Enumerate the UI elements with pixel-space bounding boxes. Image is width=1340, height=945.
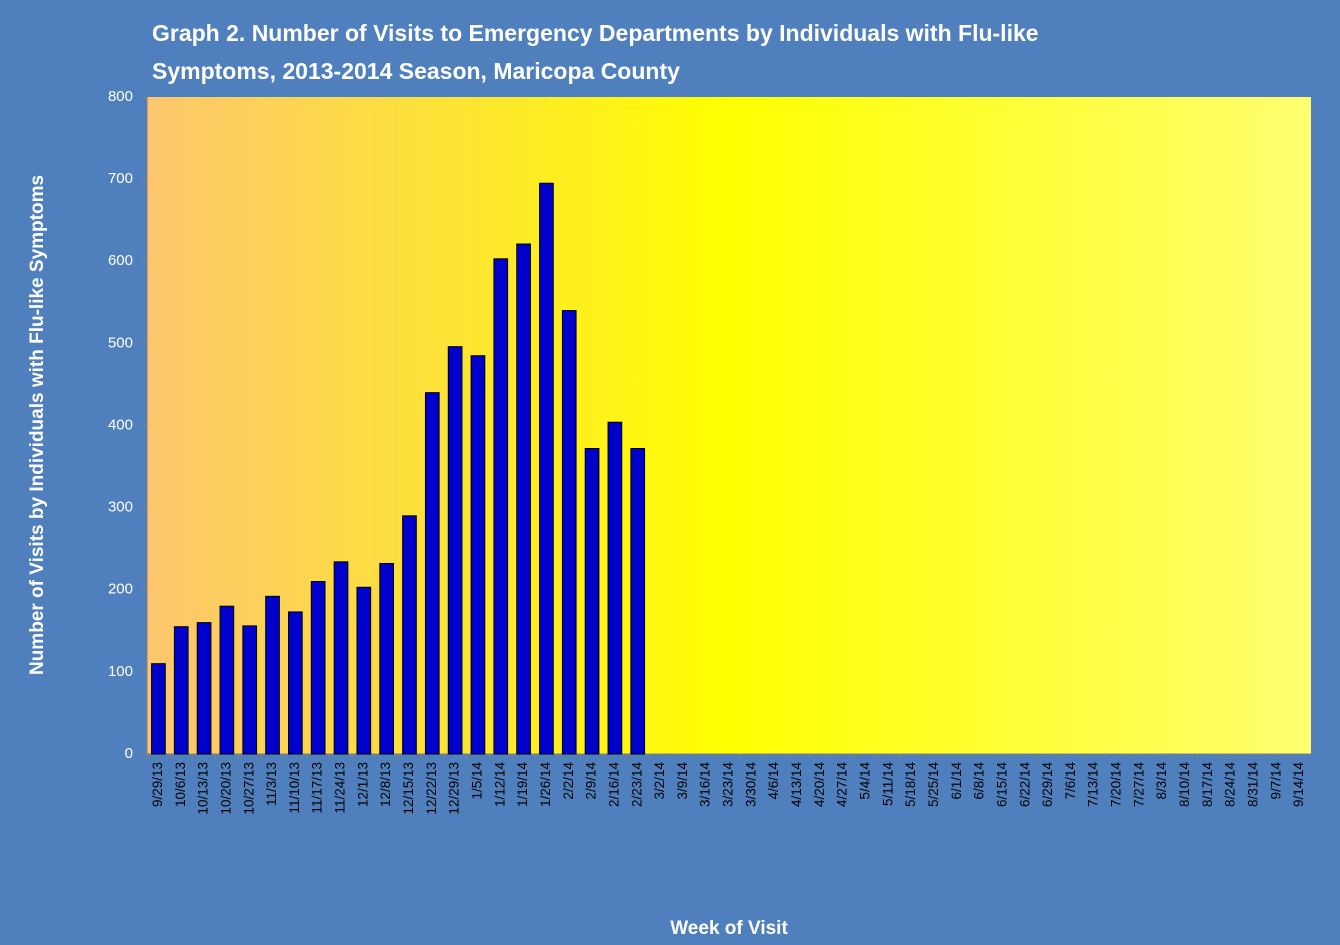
x-tick-label: 3/30/14	[743, 762, 758, 808]
x-tick-label: 4/6/14	[766, 762, 781, 800]
bar	[493, 258, 509, 755]
chart-title: Symptoms, 2013-2014 Season, Maricopa Cou…	[152, 58, 680, 84]
x-tick-label: 12/1/13	[355, 762, 370, 807]
y-tick-label: 600	[108, 252, 133, 269]
chart-title: Graph 2. Number of Visits to Emergency D…	[152, 20, 1039, 46]
bar	[242, 625, 258, 755]
x-tick-label: 6/22/14	[1017, 762, 1032, 808]
x-tick-label: 7/13/14	[1086, 762, 1101, 808]
x-tick-label: 3/16/14	[698, 762, 713, 808]
x-tick-label: 1/12/14	[492, 762, 507, 808]
y-tick-label: 300	[108, 499, 133, 516]
x-tick-label: 7/20/14	[1109, 762, 1124, 808]
bar	[607, 421, 623, 755]
y-tick-label: 400	[108, 416, 133, 433]
x-tick-label: 9/29/13	[150, 762, 165, 807]
y-tick-label: 800	[108, 88, 133, 105]
bar	[333, 561, 349, 755]
bar	[424, 392, 440, 755]
x-tick-label: 5/25/14	[926, 762, 941, 808]
bar	[516, 243, 531, 755]
x-tick-label: 12/15/13	[401, 762, 416, 815]
x-tick-label: 4/20/14	[812, 762, 827, 808]
x-tick-label: 2/16/14	[606, 762, 621, 808]
x-tick-label: 9/14/14	[1291, 762, 1306, 808]
x-tick-label: 8/3/14	[1154, 762, 1169, 800]
x-tick-label: 12/29/13	[447, 762, 462, 815]
x-tick-label: 8/31/14	[1246, 762, 1261, 808]
x-tick-label: 1/19/14	[515, 762, 530, 808]
x-tick-label: 1/5/14	[470, 762, 485, 800]
bar	[584, 447, 600, 755]
bar	[310, 581, 326, 755]
x-tick-label: 2/23/14	[629, 762, 644, 808]
x-tick-label: 7/27/14	[1131, 762, 1146, 808]
y-tick-label: 500	[108, 334, 133, 351]
y-tick-label: 700	[108, 170, 133, 187]
bar	[470, 355, 486, 755]
x-tick-label: 6/15/14	[994, 762, 1009, 808]
x-tick-label: 11/10/13	[287, 762, 302, 814]
x-tick-label: 8/17/14	[1200, 762, 1215, 808]
y-tick-label: 0	[125, 745, 133, 762]
x-tick-label: 10/20/13	[218, 762, 233, 815]
y-axis-title: Number of Visits by Individuals with Flu…	[27, 175, 48, 675]
x-tick-label: 6/1/14	[949, 762, 964, 800]
x-tick-label: 4/27/14	[835, 762, 850, 808]
bar	[447, 346, 463, 755]
bar	[173, 626, 189, 755]
x-tick-label: 12/8/13	[378, 762, 393, 807]
x-tick-label: 9/7/14	[1268, 762, 1283, 800]
bar	[151, 663, 166, 755]
x-axis-title: Week of Visit	[670, 918, 788, 939]
x-tick-label: 3/9/14	[675, 762, 690, 800]
x-tick-label: 4/13/14	[789, 762, 804, 808]
bar	[379, 562, 394, 755]
x-tick-label: 11/17/13	[310, 762, 325, 814]
bar	[561, 310, 577, 755]
bar	[356, 586, 372, 755]
bar	[288, 611, 303, 755]
x-tick-label: 5/4/14	[858, 762, 873, 800]
bar	[265, 595, 280, 755]
bar	[219, 605, 235, 755]
x-tick-label: 8/10/14	[1177, 762, 1192, 808]
x-tick-label: 1/26/14	[538, 762, 553, 808]
bar	[402, 515, 417, 755]
x-tick-label: 3/23/14	[721, 762, 736, 808]
bar	[630, 447, 646, 755]
x-tick-label: 12/22/13	[424, 762, 439, 815]
y-tick-label: 100	[108, 663, 133, 680]
x-tick-label: 3/2/14	[652, 762, 667, 800]
x-tick-label: 2/2/14	[561, 762, 576, 800]
x-tick-label: 5/11/14	[880, 762, 895, 807]
bar	[196, 622, 212, 755]
x-tick-label: 10/6/13	[173, 762, 188, 807]
x-tick-label: 6/8/14	[972, 762, 987, 800]
x-tick-label: 8/24/14	[1223, 762, 1238, 808]
x-tick-label: 6/29/14	[1040, 762, 1055, 808]
x-tick-label: 10/13/13	[196, 762, 211, 815]
y-tick-label: 200	[108, 581, 133, 598]
x-tick-label: 11/3/13	[264, 762, 279, 806]
x-tick-label: 5/18/14	[903, 762, 918, 808]
x-tick-label: 10/27/13	[241, 762, 256, 815]
x-tick-label: 2/9/14	[584, 762, 599, 800]
bar	[539, 182, 554, 755]
x-tick-label: 7/6/14	[1063, 762, 1078, 800]
x-tick-label: 11/24/13	[333, 762, 348, 814]
